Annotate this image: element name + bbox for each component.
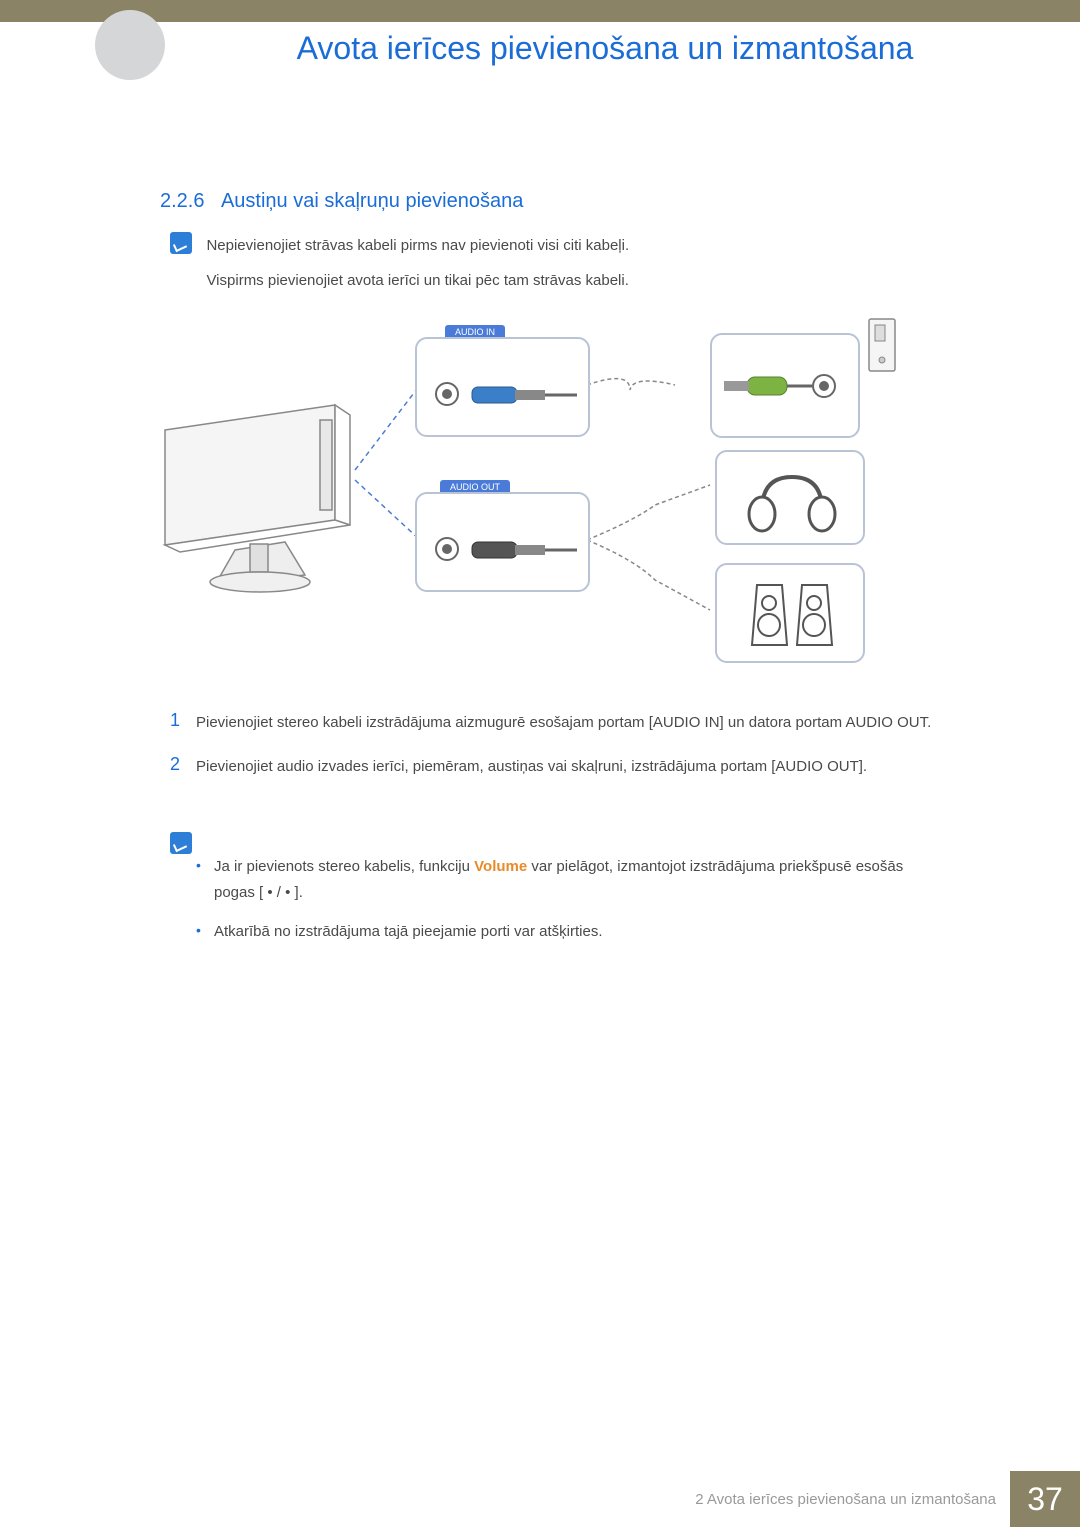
step-number: 1 [170,710,196,736]
speakers-box [715,563,865,663]
step-2: 2 Pievienojiet audio izvades ierīci, pie… [170,754,980,780]
tip-item-2: Atkarībā no izstrādājuma tajā pieejamie … [196,919,944,945]
note-icon [170,832,192,854]
note-line-1: Nepievienojiet strāvas kabeli pirms nav … [206,232,976,259]
chapter-badge [95,10,165,80]
tip-block: Ja ir pievienots stereo kabelis, funkcij… [170,832,980,959]
note-icon [170,232,192,254]
note-line-2: Vispirms pievienojiet avota ierīci un ti… [206,267,976,294]
pc-tower-icon [865,315,900,375]
footer-page-number: 37 [1010,1471,1080,1527]
footer-chapter-text: 2 Avota ierīces pievienošana un izmantoš… [695,1491,996,1508]
section-number: 2.2.6 [160,190,204,213]
steps-list: 1 Pievienojiet stereo kabeli izstrādājum… [170,710,980,797]
note-block: Nepievienojiet strāvas kabeli pirms nav … [170,232,980,294]
step-text: Pievienojiet audio izvades ierīci, piemē… [196,754,867,780]
step-1: 1 Pievienojiet stereo kabeli izstrādājum… [170,710,980,736]
tip-item-1: Ja ir pievienots stereo kabelis, funkcij… [196,854,944,905]
audio-in-cable-box [415,337,590,437]
note-text: Nepievienojiet strāvas kabeli pirms nav … [206,232,976,294]
audio-out-cable-box [415,492,590,592]
chapter-title: Avota ierīces pievienošana un izmantošan… [190,30,1020,67]
headphones-box [715,450,865,545]
tip-1-highlight: Volume [474,858,527,875]
top-bar [0,0,1080,22]
pc-box [710,333,860,438]
page-footer: 2 Avota ierīces pievienošana un izmantoš… [695,1471,1080,1527]
connection-diagram: AUDIO IN AUDIO OUT [155,315,895,695]
section-heading: 2.2.6 Austiņu vai skaļruņu pievienošana [160,190,980,213]
step-text: Pievienojiet stereo kabeli izstrādājuma … [196,710,931,736]
section-title: Austiņu vai skaļruņu pievienošana [221,190,523,212]
step-number: 2 [170,754,196,780]
tip-1-prefix: Ja ir pievienots stereo kabelis, funkcij… [214,858,474,875]
